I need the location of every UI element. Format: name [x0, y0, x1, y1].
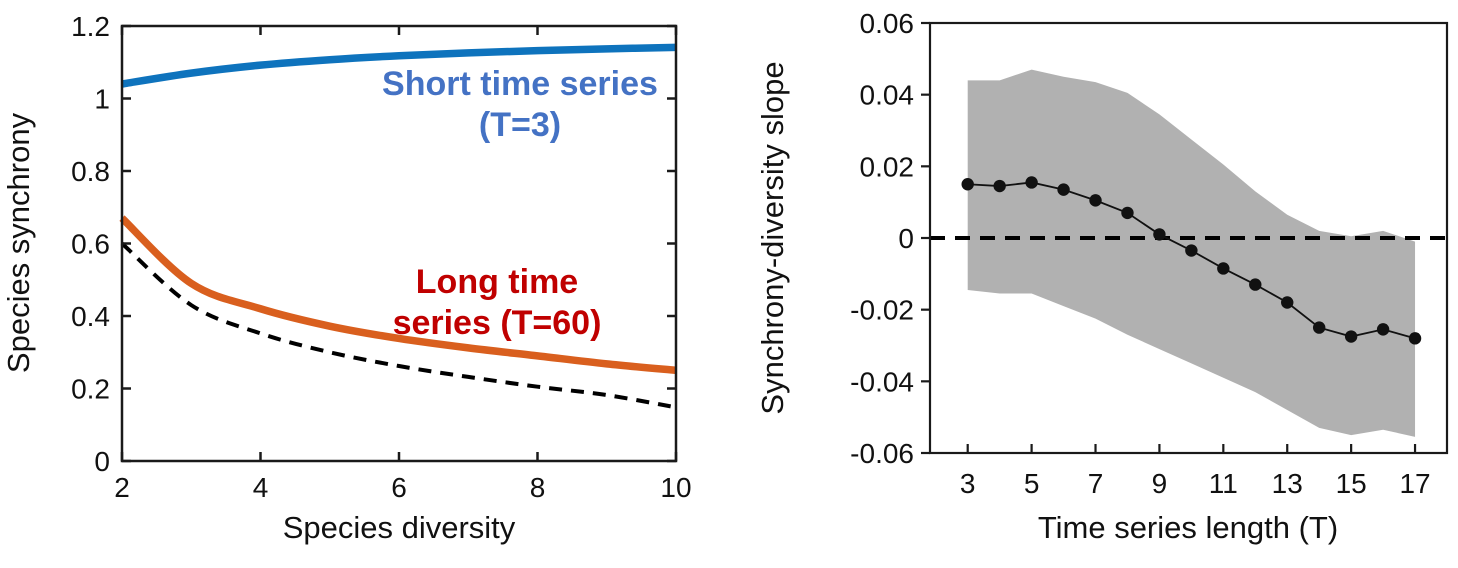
- tick-label: 0.06: [860, 8, 915, 39]
- slope-marker: [1057, 183, 1070, 196]
- slope-marker: [961, 178, 974, 191]
- short-series-annotation-line2: (T=3): [478, 106, 562, 144]
- slope-marker: [1153, 228, 1166, 241]
- tick-label: 0.2: [71, 374, 110, 405]
- tick-label: -0.02: [850, 295, 914, 326]
- baseline-dashed-line: [120, 242, 677, 410]
- tick-label: 5: [1024, 468, 1040, 499]
- slope-marker: [1281, 296, 1294, 309]
- left-y-axis-label: Species synchrony: [1, 112, 36, 374]
- tick-label: 0.4: [71, 301, 110, 332]
- slope-marker: [993, 179, 1006, 193]
- tick-label: -0.04: [850, 366, 914, 397]
- slope-marker: [1121, 206, 1134, 220]
- tick-label: 6: [391, 472, 407, 503]
- tick-label: 8: [530, 472, 546, 503]
- slope-marker: [1089, 194, 1102, 207]
- tick-label: 0: [94, 446, 110, 477]
- short-series-line: [121, 43, 677, 88]
- right-x-axis-label: Time series length (T): [1037, 510, 1339, 545]
- long-series-annotation-line2: series (T=60): [392, 304, 602, 342]
- long-series-line: [119, 215, 677, 375]
- tick-label: 17: [1399, 468, 1430, 499]
- tick-label: 1.2: [71, 11, 110, 42]
- tick-label: 1: [94, 84, 110, 115]
- tick-label: 0.02: [860, 151, 915, 182]
- tick-label: 10: [660, 472, 691, 503]
- slope-marker: [1312, 321, 1326, 334]
- tick-label: 0.8: [71, 156, 110, 187]
- tick-label: 0.6: [71, 229, 110, 260]
- long-series-annotation-line1: Long time: [415, 263, 579, 301]
- tick-label: 13: [1272, 468, 1303, 499]
- tick-label: 9: [1152, 468, 1168, 499]
- tick-label: 2: [114, 472, 130, 503]
- left-x-axis-label: Species diversity: [282, 510, 516, 545]
- tick-label: 0.04: [860, 80, 915, 111]
- slope-marker: [1344, 330, 1358, 343]
- tick-label: 15: [1336, 468, 1367, 499]
- slope-marker: [1025, 176, 1038, 189]
- tick-label: 11: [1209, 468, 1238, 499]
- short-series-annotation-line1: Short time series: [382, 65, 658, 103]
- tick-label: 7: [1088, 468, 1104, 499]
- slope-marker: [1217, 262, 1230, 275]
- tick-label: 4: [253, 472, 269, 503]
- long-series-annotation: Long time series (T=60): [337, 262, 657, 344]
- slope-marker: [1376, 323, 1390, 336]
- slope-marker: [1408, 332, 1422, 345]
- tick-label: 0: [898, 223, 914, 254]
- tick-label: 3: [960, 468, 976, 499]
- short-series-annotation: Short time series (T=3): [360, 64, 680, 146]
- tick-label: -0.06: [850, 438, 914, 469]
- right-y-axis-label: Synchrony-diversity slope: [755, 61, 790, 415]
- slope-marker: [1185, 244, 1198, 257]
- slope-marker: [1249, 278, 1262, 291]
